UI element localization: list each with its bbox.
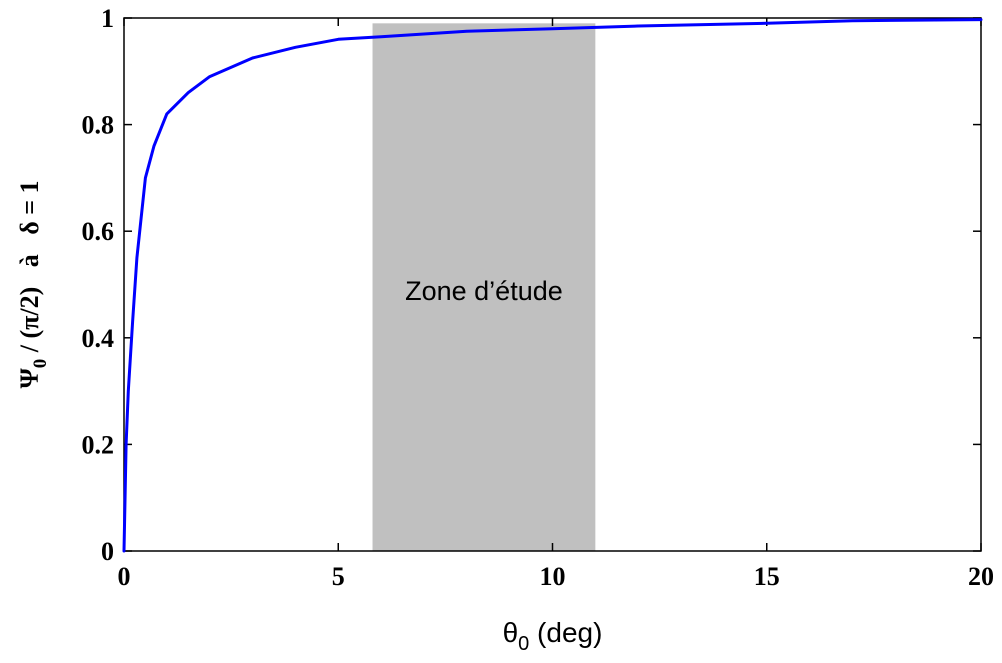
band-layer	[372, 23, 596, 551]
y-tick-label: 0.2	[82, 430, 115, 459]
x-tick-label: 5	[332, 562, 345, 591]
label-layer: Zone d’étude θ0 (deg) Ψ0 / (π/2) à δ = 1	[15, 180, 602, 655]
x-axis-label-sub: 0	[518, 633, 529, 655]
y-tick-label: 0.4	[82, 324, 115, 353]
x-axis-label-suffix: (deg)	[529, 617, 602, 648]
series-layer	[122, 18, 983, 553]
x-axis-label: θ0 (deg)	[503, 617, 603, 655]
y-axis-label: Ψ0 / (π/2) à δ = 1	[15, 180, 51, 388]
y-axis-label-rest: / (π/2) à δ = 1	[15, 180, 44, 358]
x-tick-label: 10	[540, 562, 566, 591]
y-tick-label: 0.6	[82, 217, 115, 246]
y-axis-label-main: Ψ	[15, 368, 44, 389]
x-axis-label-main: θ	[503, 617, 519, 648]
y-axis-label-sub: 0	[30, 359, 51, 369]
x-tick-label: 0	[118, 562, 131, 591]
study-zone-band	[372, 23, 596, 551]
y-tick-label: 0.8	[82, 111, 115, 140]
x-tick-label: 20	[968, 562, 994, 591]
x-tick-label: 15	[754, 562, 780, 591]
zone-label: Zone d’étude	[405, 276, 563, 306]
y-tick-label: 0	[101, 537, 114, 566]
y-tick-label: 1	[101, 4, 114, 33]
series-line	[122, 18, 983, 553]
